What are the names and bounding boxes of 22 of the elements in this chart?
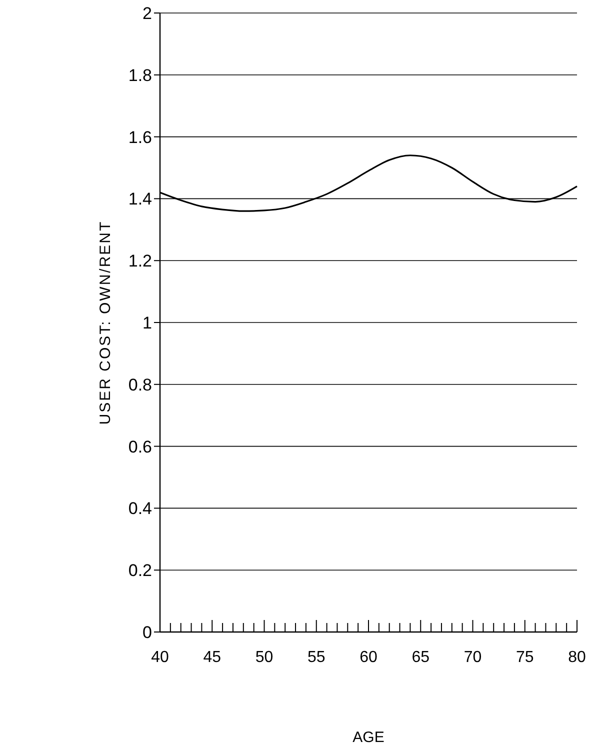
x-tick-label: 60 xyxy=(360,649,378,666)
x-tick-label: 45 xyxy=(203,649,222,666)
y-tick-label: 1.2 xyxy=(128,252,152,271)
y-axis-title: USER COST: OWN/RENT xyxy=(97,220,114,425)
x-tick-label: 80 xyxy=(568,649,586,666)
x-tick-label: 75 xyxy=(516,649,534,666)
y-tick-label: 1 xyxy=(142,313,152,332)
y-tick-label: 1.8 xyxy=(128,66,152,85)
x-tick-label: 40 xyxy=(151,649,169,666)
y-tick-label: 1.6 xyxy=(128,128,152,147)
x-tick-label: 70 xyxy=(464,649,482,666)
x-axis-title: AGE xyxy=(352,729,384,746)
y-tick-label: 2 xyxy=(142,4,152,23)
x-tick-label: 55 xyxy=(307,649,326,666)
y-tick-label: 1.4 xyxy=(128,190,152,209)
y-tick-label: 0.2 xyxy=(128,561,152,580)
y-tick-label: 0.6 xyxy=(128,437,152,456)
y-tick-label: 0.8 xyxy=(128,375,152,394)
x-tick-label: 50 xyxy=(255,649,274,666)
y-tick-label: 0.4 xyxy=(128,499,152,518)
y-tick-label: 0 xyxy=(142,622,152,642)
x-tick-label: 65 xyxy=(412,649,430,666)
